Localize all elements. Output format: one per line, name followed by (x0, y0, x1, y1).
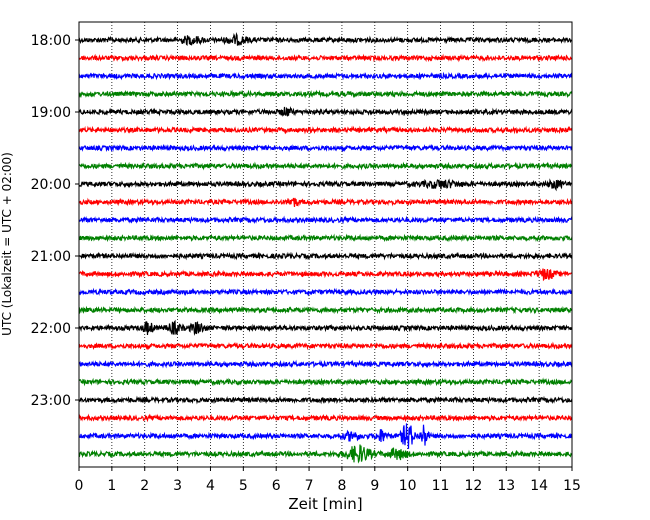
x-tick-label: 12 (464, 478, 482, 494)
y-tick-label: 20:00 (31, 177, 71, 193)
seismogram-trace (78, 178, 573, 192)
seismogram-trace (78, 143, 573, 153)
seismogram-trace (78, 125, 573, 135)
seismogram-trace (78, 413, 573, 423)
seismogram-trace (78, 287, 573, 297)
seismogram-trace (78, 395, 573, 405)
y-axis: 18:00 19:00 20:00 21:00 22:00 23:00 (31, 33, 79, 409)
x-tick-label: 8 (337, 478, 346, 494)
seismogram-trace (78, 444, 573, 464)
x-tick-label: 6 (272, 478, 281, 494)
y-tick-label: 19:00 (31, 105, 71, 121)
seismogram-trace (78, 197, 573, 208)
x-tick-label: 13 (497, 478, 515, 494)
x-tick-label: 7 (305, 478, 314, 494)
x-tick-label: 4 (206, 478, 215, 494)
x-axis-label: Zeit [min] (288, 495, 362, 513)
seismogram-trace (78, 161, 573, 171)
x-axis: 0 1 2 3 4 5 6 7 8 9 10 11 12 13 14 15 (75, 467, 581, 494)
seismogram-trace (78, 377, 573, 387)
x-tick-label: 1 (107, 478, 116, 494)
x-tick-label: 14 (530, 478, 548, 494)
seismogram-trace (78, 251, 573, 261)
seismogram-trace (78, 268, 573, 282)
y-tick-label: 21:00 (31, 249, 71, 265)
y-tick-label: 18:00 (31, 33, 71, 49)
seismogram-trace (78, 32, 573, 47)
seismogram-trace (78, 89, 573, 99)
y-axis-label: UTC (Lokalzeit = UTC + 02:00) (0, 152, 14, 336)
plot-frame (78, 21, 573, 468)
x-tick-label: 2 (140, 478, 149, 494)
x-tick-label: 3 (173, 478, 182, 494)
x-tick-label: 9 (370, 478, 379, 494)
seismogram-trace (78, 53, 573, 63)
vertical-grid (111, 22, 540, 467)
seismogram-trace (78, 423, 573, 449)
x-tick-label: 5 (239, 478, 248, 494)
seismogram-trace (78, 305, 573, 315)
seismogram-trace (78, 106, 573, 117)
seismogram-trace (78, 319, 573, 336)
x-tick-label: 10 (399, 478, 417, 494)
seismogram-trace (78, 215, 573, 225)
seismogram-trace (78, 359, 573, 369)
seismogram-trace (78, 341, 573, 351)
x-tick-label: 11 (432, 478, 450, 494)
y-tick-label: 22:00 (31, 321, 71, 337)
seismogram-trace (78, 233, 573, 243)
x-tick-label: 0 (75, 478, 84, 494)
seismogram-trace (78, 71, 573, 81)
y-tick-label: 23:00 (31, 393, 71, 409)
seismogram-traces (78, 32, 573, 464)
x-tick-label: 15 (563, 478, 581, 494)
